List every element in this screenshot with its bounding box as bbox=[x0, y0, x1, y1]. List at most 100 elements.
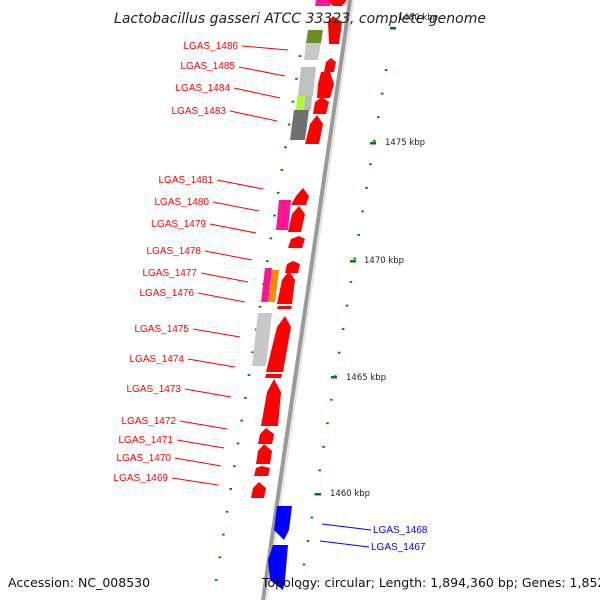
inner-tick bbox=[291, 100, 295, 103]
gene-arrow-1474b bbox=[265, 374, 282, 378]
inner-tick bbox=[236, 442, 240, 445]
reverse-strand-genes bbox=[268, 506, 292, 590]
outer-tick bbox=[349, 281, 353, 283]
scale-tick bbox=[315, 493, 321, 496]
inner-tick bbox=[280, 169, 284, 171]
inner-tick bbox=[240, 419, 243, 422]
accession-text: Accession: NC_008530 bbox=[8, 575, 150, 590]
gene-label: LGAS_1481 bbox=[159, 175, 214, 186]
outer-tick-ring bbox=[298, 69, 388, 589]
gene-arrow-1472 bbox=[258, 428, 274, 444]
gene-label: LGAS_1467 bbox=[371, 542, 426, 553]
gene-label: LGAS_1473 bbox=[127, 384, 182, 395]
gene-arrow-1479 bbox=[288, 236, 305, 248]
outer-tick bbox=[306, 540, 310, 542]
gene-label-connector bbox=[200, 272, 249, 283]
gene-arrow-1467 bbox=[268, 545, 288, 590]
inner-tick bbox=[273, 214, 276, 217]
inner-tick bbox=[284, 146, 287, 149]
gene-label: LGAS_1472 bbox=[122, 416, 177, 427]
inner-tick bbox=[251, 351, 254, 354]
cog-block-1486-gray bbox=[304, 43, 321, 60]
gene-label: LGAS_1470 bbox=[117, 453, 172, 464]
gene-label-connector bbox=[184, 388, 232, 398]
gene-label: LGAS_1474 bbox=[130, 354, 185, 365]
gene-label: LGAS_1476 bbox=[140, 288, 195, 299]
outer-tick bbox=[376, 116, 380, 119]
gene-label-connector bbox=[216, 179, 264, 190]
inner-tick bbox=[265, 260, 269, 263]
gene-arrow-1483b bbox=[305, 115, 323, 144]
gene-label-connector bbox=[171, 477, 219, 486]
gene-label: LGAS_1485 bbox=[181, 61, 236, 72]
outer-tick bbox=[369, 163, 372, 166]
gene-label-connector bbox=[197, 292, 246, 303]
gene-label-connector bbox=[233, 87, 281, 99]
outer-tick bbox=[318, 469, 321, 472]
gene-arrow-1485 bbox=[324, 58, 336, 72]
inner-tick bbox=[218, 556, 222, 559]
cog-block-1475-gray bbox=[252, 313, 272, 366]
gene-arrow-1475 bbox=[277, 306, 292, 309]
inner-tick bbox=[214, 579, 218, 581]
inner-tick bbox=[225, 510, 229, 513]
gene-label-connector bbox=[179, 420, 228, 430]
gene-label-connector bbox=[241, 45, 289, 51]
gene-label: LGAS_1484 bbox=[176, 83, 231, 94]
gene-arrow-1474 bbox=[266, 316, 291, 372]
gene-label: LGAS_1468 bbox=[373, 525, 428, 536]
gene-arrow-1481 bbox=[291, 188, 309, 205]
gene-label: LGAS_1471 bbox=[119, 435, 174, 446]
gene-label-connector bbox=[204, 250, 253, 261]
gene-arrow-1477 bbox=[285, 261, 300, 273]
outer-tick bbox=[384, 69, 388, 71]
cog-block-1477-pink bbox=[261, 268, 272, 302]
outer-tick bbox=[310, 516, 314, 519]
forward-strand-genes bbox=[251, 0, 347, 498]
scale-label: 1480 kbp bbox=[398, 13, 438, 23]
inner-tick bbox=[229, 488, 233, 490]
outer-tick bbox=[380, 92, 384, 95]
outer-tick bbox=[330, 398, 333, 401]
scale-label: 1460 kbp bbox=[330, 489, 370, 499]
map-title: Lactobacillus gasseri ATCC 33323, comple… bbox=[114, 11, 486, 27]
gene-label-connector bbox=[192, 328, 241, 338]
gene-label-connector bbox=[319, 540, 370, 548]
gene-label: LGAS_1475 bbox=[135, 324, 190, 335]
gene-arrow-1480 bbox=[288, 206, 305, 232]
gene-label: LGAS_1483 bbox=[172, 106, 227, 117]
cog-category-track bbox=[252, 0, 331, 366]
outer-tick bbox=[373, 139, 376, 142]
gene-label-connector bbox=[212, 201, 260, 212]
gene-label: LGAS_1477 bbox=[143, 268, 198, 279]
inner-tick bbox=[295, 77, 298, 80]
cog-block-1476-orange bbox=[268, 270, 279, 302]
gene-arrow-1486b bbox=[328, 16, 342, 44]
outer-tick bbox=[345, 304, 349, 307]
gene-arrow-1473 bbox=[261, 379, 281, 426]
inner-tick bbox=[276, 191, 280, 194]
gene-arrow-1471 bbox=[256, 444, 272, 464]
inner-tick bbox=[233, 465, 236, 468]
scale-label: 1475 kbp bbox=[385, 138, 425, 148]
outer-tick bbox=[322, 445, 325, 448]
gene-arrow-1484 bbox=[317, 72, 334, 98]
cog-block-1483-dark bbox=[290, 110, 309, 140]
inner-tick bbox=[287, 123, 291, 126]
scale-label: 1465 kbp bbox=[346, 373, 386, 383]
gene-label-connector bbox=[187, 358, 236, 368]
outer-tick bbox=[357, 234, 361, 236]
cog-block-1484-gray bbox=[304, 96, 312, 110]
gene-label-connector bbox=[209, 223, 257, 234]
inner-tick bbox=[258, 305, 262, 308]
gene-arrow-1476 bbox=[277, 271, 295, 304]
outer-tick bbox=[298, 587, 302, 589]
gene-label-connector bbox=[321, 523, 372, 531]
gene-label-connector bbox=[229, 110, 278, 122]
outer-tick bbox=[353, 257, 357, 260]
scale-tick bbox=[370, 142, 376, 145]
outer-tick bbox=[326, 422, 329, 425]
inner-tick bbox=[222, 533, 225, 536]
outer-tick bbox=[361, 210, 364, 213]
gene-label-connector bbox=[174, 457, 222, 467]
